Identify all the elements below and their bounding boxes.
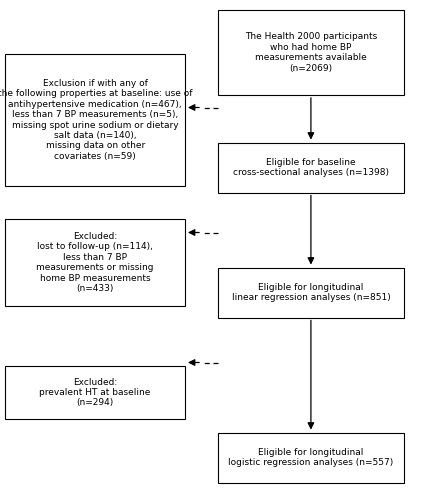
Text: Exclusion if with any of
the following properties at baseline: use of
antihypert: Exclusion if with any of the following p… bbox=[0, 79, 192, 161]
FancyBboxPatch shape bbox=[5, 219, 185, 306]
Text: Eligible for baseline
cross-sectional analyses (n=1398): Eligible for baseline cross-sectional an… bbox=[233, 158, 389, 177]
Text: Eligible for longitudinal
linear regression analyses (n=851): Eligible for longitudinal linear regress… bbox=[231, 283, 390, 302]
FancyBboxPatch shape bbox=[5, 366, 185, 419]
FancyBboxPatch shape bbox=[218, 142, 404, 192]
FancyBboxPatch shape bbox=[218, 268, 404, 318]
Text: The Health 2000 participants
who had home BP
measurements available
(n=2069): The Health 2000 participants who had hom… bbox=[245, 32, 377, 72]
Text: Eligible for longitudinal
logistic regression analyses (n=557): Eligible for longitudinal logistic regre… bbox=[228, 448, 393, 467]
FancyBboxPatch shape bbox=[218, 10, 404, 95]
FancyBboxPatch shape bbox=[218, 432, 404, 482]
FancyBboxPatch shape bbox=[5, 54, 185, 186]
Text: Excluded:
lost to follow-up (n=114),
less than 7 BP
measurements or missing
home: Excluded: lost to follow-up (n=114), les… bbox=[36, 232, 154, 293]
Text: Excluded:
prevalent HT at baseline
(n=294): Excluded: prevalent HT at baseline (n=29… bbox=[39, 378, 151, 408]
